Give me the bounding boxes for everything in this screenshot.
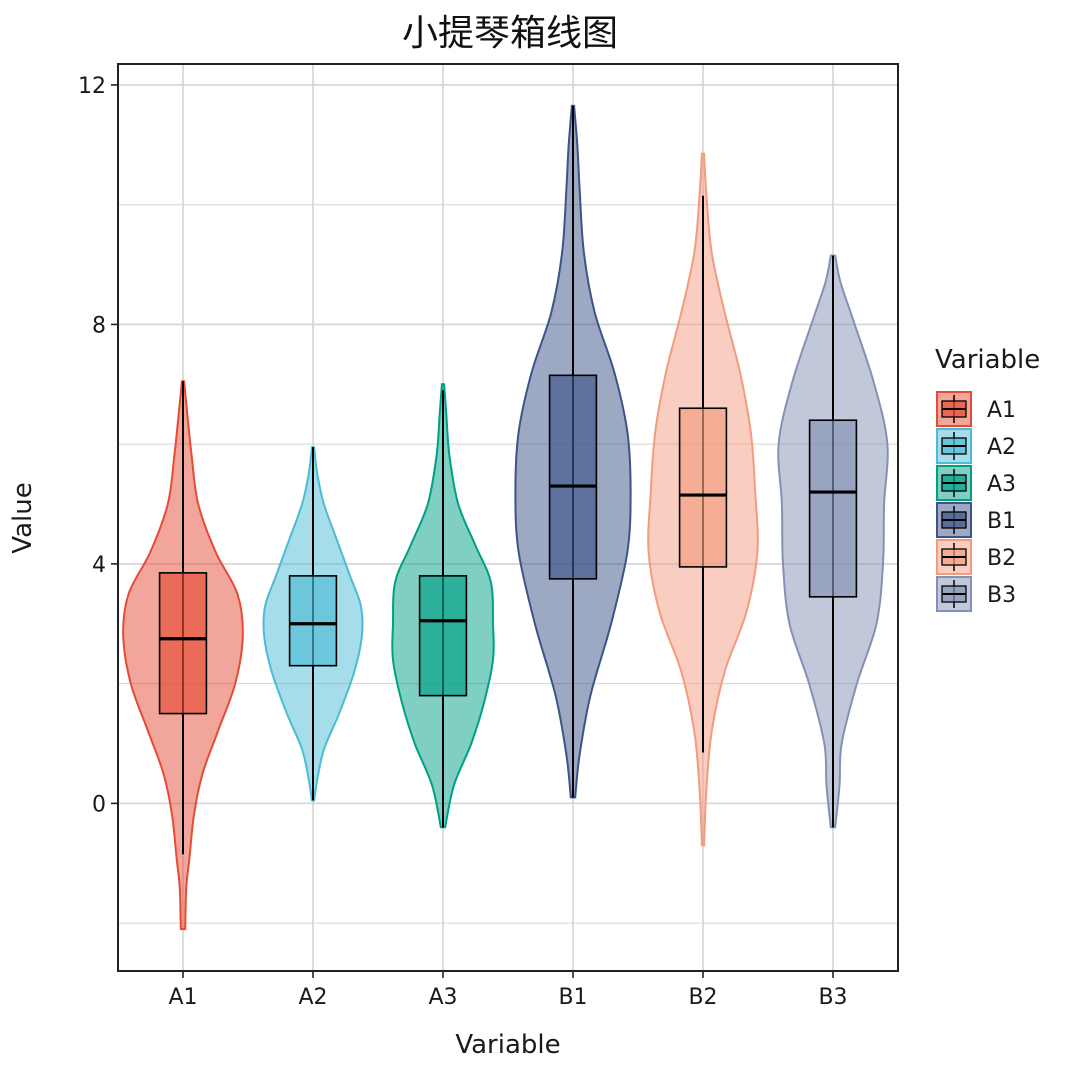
chart-title: 小提琴箱线图 bbox=[401, 13, 618, 54]
legend-label: B3 bbox=[987, 583, 1016, 608]
y-tick-label: 0 bbox=[92, 792, 106, 817]
y-tick-label: 4 bbox=[92, 553, 106, 578]
legend-item-B3: B3 bbox=[936, 576, 1016, 612]
x-tick-label: A2 bbox=[298, 985, 327, 1010]
box-A3 bbox=[418, 575, 468, 697]
legend-label: A1 bbox=[987, 398, 1016, 423]
x-tick-label: B1 bbox=[558, 985, 587, 1010]
legend-label: B2 bbox=[987, 546, 1016, 571]
box-B1 bbox=[548, 374, 598, 580]
x-tick-label: B3 bbox=[818, 985, 847, 1010]
legend-title: Variable bbox=[935, 345, 1041, 375]
legend: A1 A2 A3 B1 B2 B3 bbox=[936, 391, 1016, 612]
y-tick-label: 12 bbox=[78, 74, 106, 99]
box-A1 bbox=[158, 572, 208, 715]
grid-lines bbox=[118, 64, 898, 971]
violins bbox=[122, 104, 889, 931]
x-tick-label: B2 bbox=[688, 985, 717, 1010]
plot-border bbox=[117, 63, 899, 972]
y-axis-label: Value bbox=[8, 482, 38, 554]
legend-item-A3: A3 bbox=[936, 465, 1016, 501]
legend-label: A2 bbox=[987, 435, 1016, 460]
axes: 0 4 8 12 A1 A2 A3 B1 B2 B3 bbox=[78, 74, 848, 1010]
boxplots bbox=[158, 105, 858, 855]
legend-item-B2: B2 bbox=[936, 539, 1016, 575]
y-tick-label: 8 bbox=[92, 313, 106, 338]
x-tick-label: A3 bbox=[428, 985, 457, 1010]
box-B3 bbox=[808, 419, 858, 598]
x-axis-label: Variable bbox=[455, 1030, 561, 1060]
box-B2 bbox=[678, 407, 728, 568]
legend-label: A3 bbox=[987, 472, 1016, 497]
x-tick-label: A1 bbox=[168, 985, 197, 1010]
legend-item-B1: B1 bbox=[936, 502, 1016, 538]
box-A2 bbox=[288, 575, 338, 667]
legend-item-A2: A2 bbox=[936, 428, 1016, 464]
legend-label: B1 bbox=[987, 509, 1016, 534]
legend-item-A1: A1 bbox=[936, 391, 1016, 427]
